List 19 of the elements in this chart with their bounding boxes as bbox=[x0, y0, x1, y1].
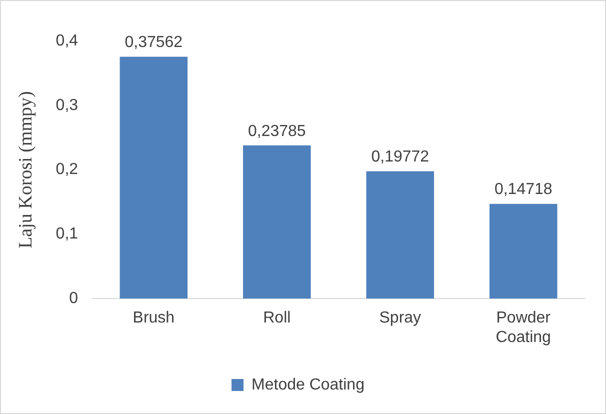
x-tick-label: Spray bbox=[379, 310, 422, 327]
bar bbox=[243, 145, 311, 299]
y-tick-label: 0,1 bbox=[56, 226, 78, 243]
bar bbox=[489, 204, 558, 299]
data-label: 0,19772 bbox=[371, 148, 430, 166]
x-tick-label: Brush bbox=[132, 310, 175, 327]
legend-label: Metode Coating bbox=[252, 376, 364, 394]
bar bbox=[120, 56, 188, 299]
x-tick-label: Powder Coating bbox=[496, 310, 552, 346]
y-tick-label: 0 bbox=[69, 290, 78, 308]
data-label: 0,37562 bbox=[124, 34, 183, 52]
y-axis-title: Laju Korosi (mmpy) bbox=[15, 91, 36, 248]
bar bbox=[366, 171, 434, 299]
data-label: 0,23785 bbox=[248, 122, 306, 140]
y-tick-label: 0,4 bbox=[56, 32, 78, 50]
y-tick-label: 0,3 bbox=[56, 96, 78, 114]
y-tick-label: 0,2 bbox=[56, 161, 78, 178]
data-label: 0,14718 bbox=[494, 181, 552, 198]
x-tick-label: Roll bbox=[263, 310, 291, 327]
